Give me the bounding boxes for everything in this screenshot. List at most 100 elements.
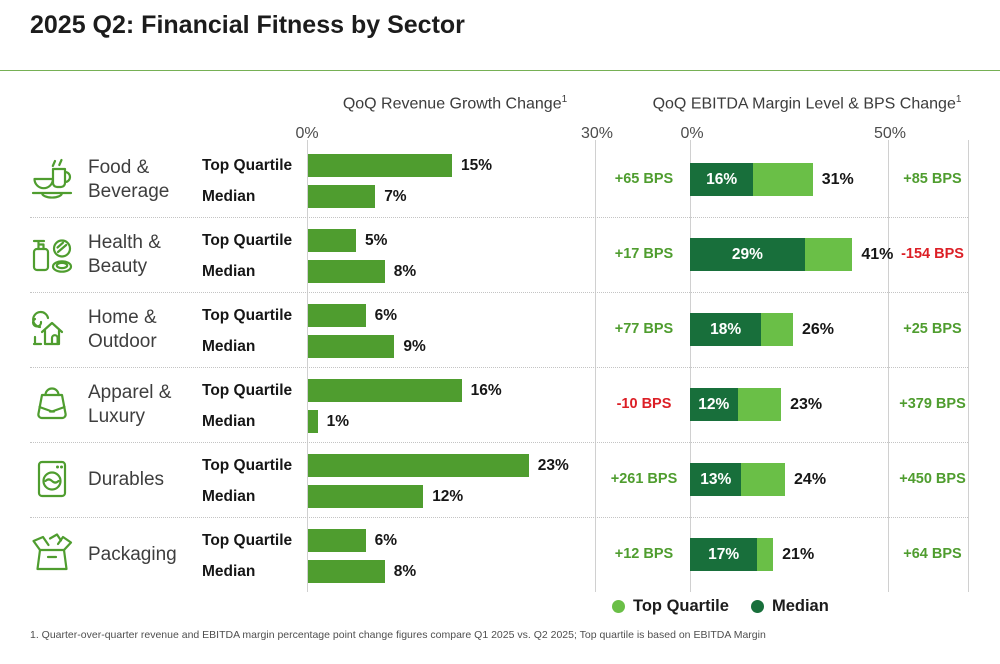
- ebitda-bps-right: +379 BPS: [899, 396, 966, 412]
- ebitda-median-segment: 16%: [690, 163, 754, 196]
- revenue-top-quartile-label: Top Quartile: [202, 157, 293, 174]
- row-separator: [30, 367, 968, 368]
- ebitda-median-segment: 12%: [690, 388, 738, 421]
- legend: Top Quartile Median: [612, 597, 829, 616]
- sector-label: Food & Beverage: [88, 156, 170, 202]
- ebitda-axis-gridline-0: [690, 140, 691, 592]
- top-quartile-dot-icon: [612, 600, 625, 613]
- sector-label: Apparel & Luxury: [88, 381, 172, 427]
- revenue-top-quartile-line: Top Quartile 5%: [0, 229, 600, 252]
- sector-label: Durables: [88, 468, 165, 490]
- ebitda-top-quartile-segment: [741, 463, 786, 496]
- revenue-top-quartile-line: Top Quartile 16%: [0, 379, 600, 402]
- revenue-top-quartile-label: Top Quartile: [202, 532, 293, 549]
- revenue-median-value: 8%: [393, 262, 417, 280]
- ebitda-top-quartile-segment: [804, 238, 853, 271]
- revenue-top-quartile-bar: [308, 529, 366, 552]
- ebitda-stacked-bar: 29% 41%: [690, 238, 893, 271]
- revenue-median-label: Median: [202, 563, 256, 580]
- ebitda-stacked-bar: 17% 21%: [690, 538, 814, 571]
- revenue-median-line: Median 12%: [0, 485, 600, 508]
- revenue-median-bar: [308, 410, 318, 433]
- revenue-median-line: Median 8%: [0, 560, 600, 583]
- revenue-top-quartile-label: Top Quartile: [202, 232, 293, 249]
- ebitda-bps-right: +450 BPS: [899, 471, 966, 487]
- durables-icon: [28, 455, 76, 503]
- legend-top-quartile-label: Top Quartile: [633, 597, 729, 615]
- sector-label: Home & Outdoor: [88, 306, 157, 352]
- ebitda-median-segment: 18%: [690, 313, 762, 346]
- sector-row: Durables Top Quartile 23% Median 12% +26…: [0, 442, 1000, 517]
- ebitda-panel-footnote-marker: 1: [955, 94, 962, 105]
- revenue-median-barwrap: 12%: [308, 485, 463, 508]
- revenue-top-quartile-barwrap: 16%: [308, 379, 502, 402]
- revenue-median-barwrap: 1%: [308, 410, 349, 433]
- revenue-axis-tick-30: 30%: [580, 125, 614, 142]
- sector-label: Packaging: [88, 543, 177, 565]
- page-title: 2025 Q2: Financial Fitness by Sector: [30, 11, 465, 39]
- legend-item-median: Median: [750, 597, 829, 616]
- revenue-median-bar: [308, 185, 376, 208]
- revenue-median-line: Median 9%: [0, 335, 600, 358]
- revenue-median-value: 1%: [326, 412, 349, 430]
- legend-median-label: Median: [771, 597, 829, 615]
- ebitda-bps-right: +85 BPS: [903, 171, 962, 187]
- sector-row: Packaging Top Quartile 6% Median 8% +12 …: [0, 517, 1000, 592]
- ebitda-bps-right: +64 BPS: [903, 546, 962, 562]
- revenue-median-label: Median: [202, 413, 256, 430]
- ebitda-median-segment: 13%: [690, 463, 742, 496]
- revenue-median-barwrap: 9%: [308, 335, 426, 358]
- food-beverage-icon: [28, 155, 76, 203]
- revenue-top-quartile-barwrap: 6%: [308, 529, 397, 552]
- revenue-axis-tick-0: 0%: [295, 125, 319, 142]
- ebitda-top-quartile-segment: [761, 313, 793, 346]
- revenue-top-quartile-bar: [308, 379, 462, 402]
- row-separator: [30, 517, 968, 518]
- revenue-top-quartile-barwrap: 5%: [308, 229, 387, 252]
- revenue-median-barwrap: 8%: [308, 560, 416, 583]
- ebitda-top-quartile-value: 26%: [801, 320, 834, 338]
- revenue-top-quartile-label: Top Quartile: [202, 457, 293, 474]
- revenue-median-line: Median 1%: [0, 410, 600, 433]
- ebitda-axis-tick-0: 0%: [680, 125, 704, 142]
- revenue-axis-gridline-30: [595, 140, 596, 592]
- revenue-top-quartile-barwrap: 23%: [308, 454, 569, 477]
- row-separator: [30, 217, 968, 218]
- revenue-top-quartile-line: Top Quartile 23%: [0, 454, 600, 477]
- sector-rows: Food & Beverage Top Quartile 15% Median …: [0, 142, 1000, 592]
- row-separator: [30, 442, 968, 443]
- revenue-median-value: 9%: [403, 337, 426, 355]
- revenue-median-bar: [308, 560, 385, 583]
- sector-row: Food & Beverage Top Quartile 15% Median …: [0, 142, 1000, 217]
- revenue-median-line: Median 7%: [0, 185, 600, 208]
- footnote: 1. Quarter-over-quarter revenue and EBIT…: [30, 629, 766, 641]
- revenue-top-quartile-line: Top Quartile 6%: [0, 529, 600, 552]
- revenue-top-quartile-value: 16%: [470, 381, 502, 399]
- revenue-top-quartile-bar: [308, 229, 356, 252]
- chart-right-border: [968, 140, 969, 592]
- revenue-axis-gridline-0: [307, 140, 308, 592]
- ebitda-top-quartile-segment: [757, 538, 774, 571]
- revenue-top-quartile-barwrap: 6%: [308, 304, 397, 327]
- ebitda-panel-title: QoQ EBITDA Margin Level & BPS Change1: [618, 94, 996, 113]
- revenue-top-quartile-value: 6%: [374, 531, 397, 549]
- revenue-median-label: Median: [202, 188, 256, 205]
- revenue-median-label: Median: [202, 338, 256, 355]
- revenue-panel-title: QoQ Revenue Growth Change1: [295, 94, 615, 113]
- revenue-median-barwrap: 7%: [308, 185, 407, 208]
- sector-row: Health & Beauty Top Quartile 5% Median 8…: [0, 217, 1000, 292]
- ebitda-top-quartile-segment: [753, 163, 813, 196]
- ebitda-stacked-bar: 13% 24%: [690, 463, 826, 496]
- revenue-median-bar: [308, 260, 385, 283]
- ebitda-stacked-bar: 16% 31%: [690, 163, 854, 196]
- health-beauty-icon: [28, 230, 76, 278]
- revenue-top-quartile-bar: [308, 304, 366, 327]
- ebitda-panel-title-text: QoQ EBITDA Margin Level & BPS Change: [652, 95, 956, 113]
- ebitda-bps-right: +25 BPS: [903, 321, 962, 337]
- revenue-median-value: 8%: [393, 562, 417, 580]
- ebitda-axis-tick-50: 50%: [873, 125, 907, 142]
- title-divider: [0, 70, 1000, 71]
- revenue-top-quartile-label: Top Quartile: [202, 382, 293, 399]
- revenue-top-quartile-value: 23%: [537, 456, 569, 474]
